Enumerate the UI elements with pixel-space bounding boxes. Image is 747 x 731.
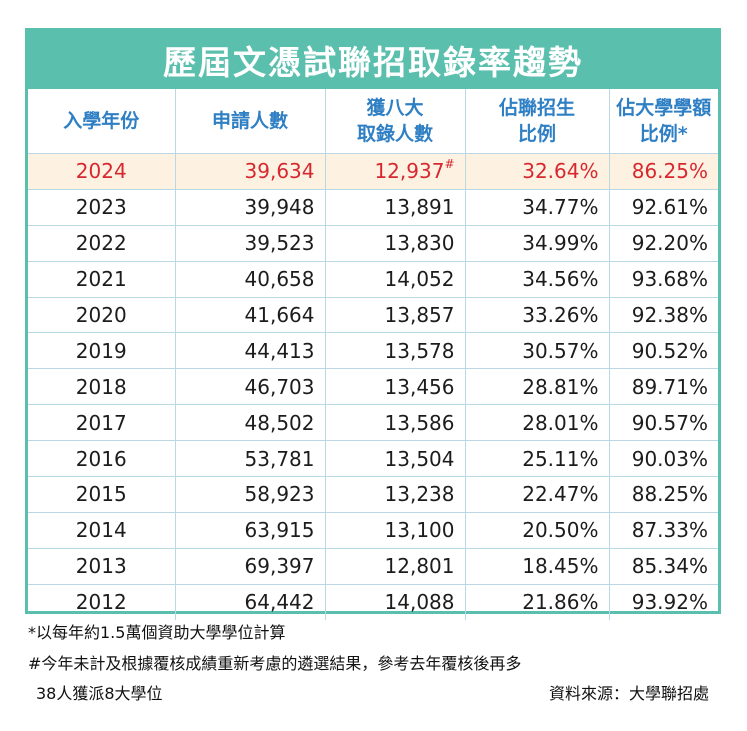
cell-ratio-applicants: 32.64% bbox=[465, 153, 610, 190]
page-title: 歷屆文憑試聯招取錄率趨勢 bbox=[28, 31, 718, 89]
cell-ratio-places: 89.71% bbox=[609, 368, 718, 406]
table-row: 2022 39,523 13,830 34.99% 92.20% bbox=[28, 225, 718, 262]
cell-admitted: 13,857 bbox=[325, 297, 466, 334]
cell-year: 2018 bbox=[28, 368, 176, 406]
admission-table: 入學年份 申請人數 獲八大 取錄人數 佔聯招生 比例 佔大學學額 比例* 2024 39… bbox=[28, 89, 718, 620]
cell-ratio-applicants: 34.99% bbox=[465, 225, 610, 262]
cell-year: 2024 bbox=[28, 153, 176, 190]
cell-applicants: 64,442 bbox=[175, 584, 326, 620]
source-note: 資料來源：大學聯招處 bbox=[548, 684, 709, 703]
cell-admitted: 13,456 bbox=[325, 368, 466, 406]
cell-ratio-applicants: 21.86% bbox=[465, 584, 610, 620]
cell-year: 2016 bbox=[28, 440, 176, 478]
footnote-mark: # bbox=[444, 157, 455, 172]
table-row: 2015 58,923 13,238 22.47% 88.25% bbox=[28, 476, 718, 513]
table-row: 2019 44,413 13,578 30.57% 90.52% bbox=[28, 332, 718, 370]
footnote-hash: #今年未計及根據覆核成績重新考慮的遴選結果，參考去年覆核後再多 bbox=[28, 654, 522, 673]
cell-ratio-applicants: 20.50% bbox=[465, 512, 610, 549]
table-row: 2023 39,948 13,891 34.77% 92.61% bbox=[28, 189, 718, 226]
footnote-asterisk: *以每年約1.5萬個資助大學學位計算 bbox=[28, 623, 286, 642]
cell-applicants: 41,664 bbox=[175, 297, 326, 334]
cell-applicants: 39,634 bbox=[175, 153, 326, 190]
cell-year: 2022 bbox=[28, 225, 176, 262]
cell-admitted: 14,088 bbox=[325, 584, 466, 620]
table-row: 2024 39,634 12,937# 32.64% 86.25% bbox=[28, 153, 718, 190]
table-row: 2013 69,397 12,801 18.45% 85.34% bbox=[28, 548, 718, 585]
cell-ratio-applicants: 28.01% bbox=[465, 404, 610, 442]
cell-applicants: 69,397 bbox=[175, 548, 326, 585]
cell-ratio-applicants: 34.56% bbox=[465, 261, 610, 298]
table-row: 2016 53,781 13,504 25.11% 90.03% bbox=[28, 440, 718, 478]
cell-admitted: 14,052 bbox=[325, 261, 466, 298]
cell-ratio-places: 88.25% bbox=[609, 476, 718, 513]
cell-year: 2015 bbox=[28, 476, 176, 513]
cell-admitted: 13,578 bbox=[325, 332, 466, 370]
cell-ratio-places: 92.61% bbox=[609, 189, 718, 226]
cell-ratio-places: 93.68% bbox=[609, 261, 718, 298]
table-row: 2021 40,658 14,052 34.56% 93.68% bbox=[28, 261, 718, 298]
cell-ratio-applicants: 30.57% bbox=[465, 332, 610, 370]
cell-ratio-applicants: 34.77% bbox=[465, 189, 610, 226]
cell-year: 2014 bbox=[28, 512, 176, 549]
cell-ratio-places: 90.57% bbox=[609, 404, 718, 442]
cell-applicants: 48,502 bbox=[175, 404, 326, 442]
cell-applicants: 40,658 bbox=[175, 261, 326, 298]
cell-applicants: 39,948 bbox=[175, 189, 326, 226]
cell-admitted: 13,100 bbox=[325, 512, 466, 549]
table-row: 2018 46,703 13,456 28.81% 89.71% bbox=[28, 368, 718, 406]
footnote-hash-cont: 38人獲派8大學位 bbox=[36, 684, 163, 703]
cell-year: 2019 bbox=[28, 332, 176, 370]
cell-applicants: 58,923 bbox=[175, 476, 326, 513]
cell-year: 2013 bbox=[28, 548, 176, 585]
cell-year: 2017 bbox=[28, 404, 176, 442]
header-ratio-places: 佔大學學額 比例* bbox=[609, 89, 718, 154]
cell-ratio-places: 90.03% bbox=[609, 440, 718, 478]
header-year: 入學年份 bbox=[28, 89, 176, 154]
cell-ratio-applicants: 18.45% bbox=[465, 548, 610, 585]
table-header-row: 入學年份 申請人數 獲八大 取錄人數 佔聯招生 比例 佔大學學額 比例* bbox=[28, 89, 718, 154]
cell-applicants: 39,523 bbox=[175, 225, 326, 262]
cell-applicants: 63,915 bbox=[175, 512, 326, 549]
cell-ratio-places: 92.20% bbox=[609, 225, 718, 262]
cell-year: 2020 bbox=[28, 297, 176, 334]
table-row: 2020 41,664 13,857 33.26% 92.38% bbox=[28, 297, 718, 334]
cell-year: 2021 bbox=[28, 261, 176, 298]
cell-ratio-places: 87.33% bbox=[609, 512, 718, 549]
cell-admitted: 12,801 bbox=[325, 548, 466, 585]
header-admitted: 獲八大 取錄人數 bbox=[325, 89, 466, 154]
cell-ratio-applicants: 25.11% bbox=[465, 440, 610, 478]
cell-ratio-places: 92.38% bbox=[609, 297, 718, 334]
table-frame: 歷屆文憑試聯招取錄率趨勢 入學年份 申請人數 獲八大 取錄人數 佔聯招生 比例 佔大… bbox=[25, 28, 721, 620]
table-row: 2017 48,502 13,586 28.01% 90.57% bbox=[28, 404, 718, 442]
cell-admitted: 13,586 bbox=[325, 404, 466, 442]
cell-year: 2023 bbox=[28, 189, 176, 226]
cell-admitted: 13,504 bbox=[325, 440, 466, 478]
table-row: 2014 63,915 13,100 20.50% 87.33% bbox=[28, 512, 718, 549]
cell-ratio-applicants: 22.47% bbox=[465, 476, 610, 513]
cell-year: 2012 bbox=[28, 584, 176, 620]
cell-ratio-applicants: 28.81% bbox=[465, 368, 610, 406]
cell-admitted: 13,238 bbox=[325, 476, 466, 513]
cell-ratio-places: 93.92% bbox=[631, 590, 708, 615]
table-row: 2012 64,442 14,088 21.86% 93.92% bbox=[28, 584, 718, 620]
cell-ratio-places: 86.25% bbox=[609, 153, 718, 190]
cell-admitted: 13,830 bbox=[325, 225, 466, 262]
cell-ratio-places: 90.52% bbox=[609, 332, 718, 370]
cell-ratio-applicants: 33.26% bbox=[465, 297, 610, 334]
header-applicants: 申請人數 bbox=[175, 89, 326, 154]
cell-admitted: 13,891 bbox=[325, 189, 466, 226]
cell-applicants: 44,413 bbox=[175, 332, 326, 370]
header-ratio-applicants: 佔聯招生 比例 bbox=[465, 89, 610, 154]
cell-admitted: 12,937# bbox=[325, 153, 466, 190]
cell-ratio-places: 85.34% bbox=[609, 548, 718, 585]
cell-applicants: 46,703 bbox=[175, 368, 326, 406]
cell-applicants: 53,781 bbox=[175, 440, 326, 478]
